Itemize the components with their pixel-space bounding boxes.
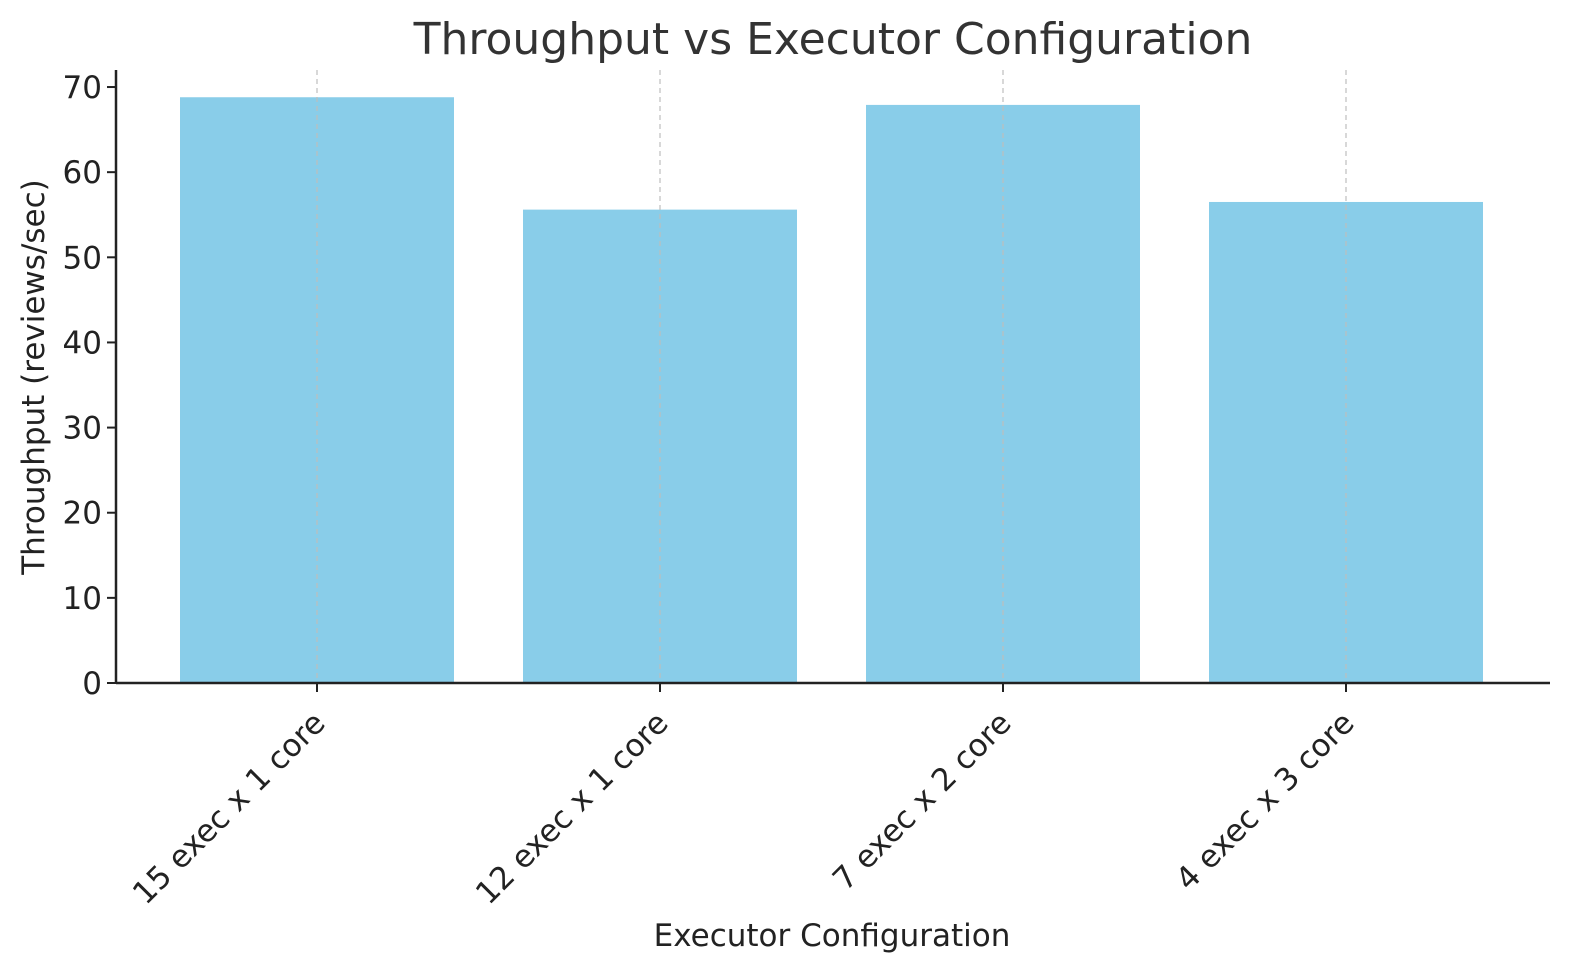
y-tick-label: 40 (63, 325, 102, 361)
x-tick-label-4: 4 exec x 3 core (1169, 705, 1362, 898)
y-tick-label: 30 (63, 411, 102, 447)
bars (180, 97, 1483, 684)
y-tick-label: 60 (63, 155, 102, 191)
y-tick-label: 20 (63, 496, 102, 532)
y-tick-label: 0 (82, 666, 102, 702)
x-axis-label: Executor Configuration (654, 918, 1011, 954)
y-tick-label: 70 (63, 70, 102, 106)
x-tick-label-3: 7 exec x 2 core (826, 705, 1019, 898)
y-tick-label: 50 (63, 240, 102, 276)
y-axis-ticks: 0 10 20 30 40 50 60 70 (63, 70, 116, 702)
x-tick-label-1: 15 exec x 1 core (126, 705, 333, 912)
x-tick-label-2: 12 exec x 1 core (469, 705, 676, 912)
y-axis-label: Throughput (reviews/sec) (16, 179, 52, 576)
grid-lines-overlay (316, 70, 1347, 683)
y-tick-label: 10 (63, 581, 102, 617)
x-axis-ticks: 15 exec x 1 core 12 exec x 1 core 7 exec x… (126, 683, 1362, 912)
chart-title: Throughput vs Executor Configuration (413, 14, 1253, 65)
